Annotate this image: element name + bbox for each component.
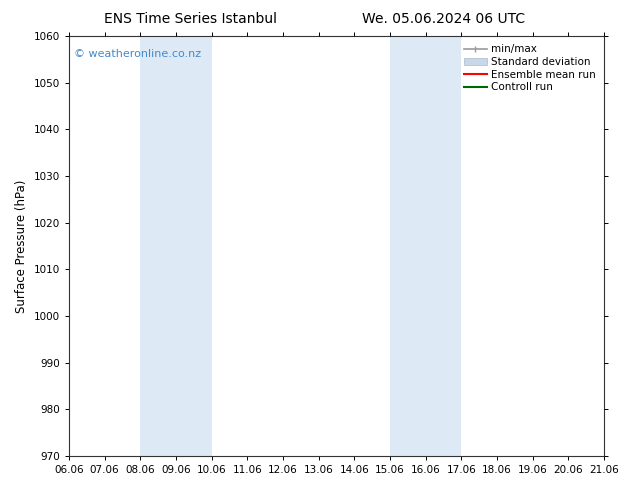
Bar — [140, 36, 212, 456]
Text: We. 05.06.2024 06 UTC: We. 05.06.2024 06 UTC — [362, 12, 526, 26]
Y-axis label: Surface Pressure (hPa): Surface Pressure (hPa) — [15, 179, 28, 313]
Text: ENS Time Series Istanbul: ENS Time Series Istanbul — [104, 12, 276, 26]
Text: © weatheronline.co.nz: © weatheronline.co.nz — [74, 49, 202, 59]
Legend: min/max, Standard deviation, Ensemble mean run, Controll run: min/max, Standard deviation, Ensemble me… — [461, 41, 599, 96]
Bar — [390, 36, 462, 456]
